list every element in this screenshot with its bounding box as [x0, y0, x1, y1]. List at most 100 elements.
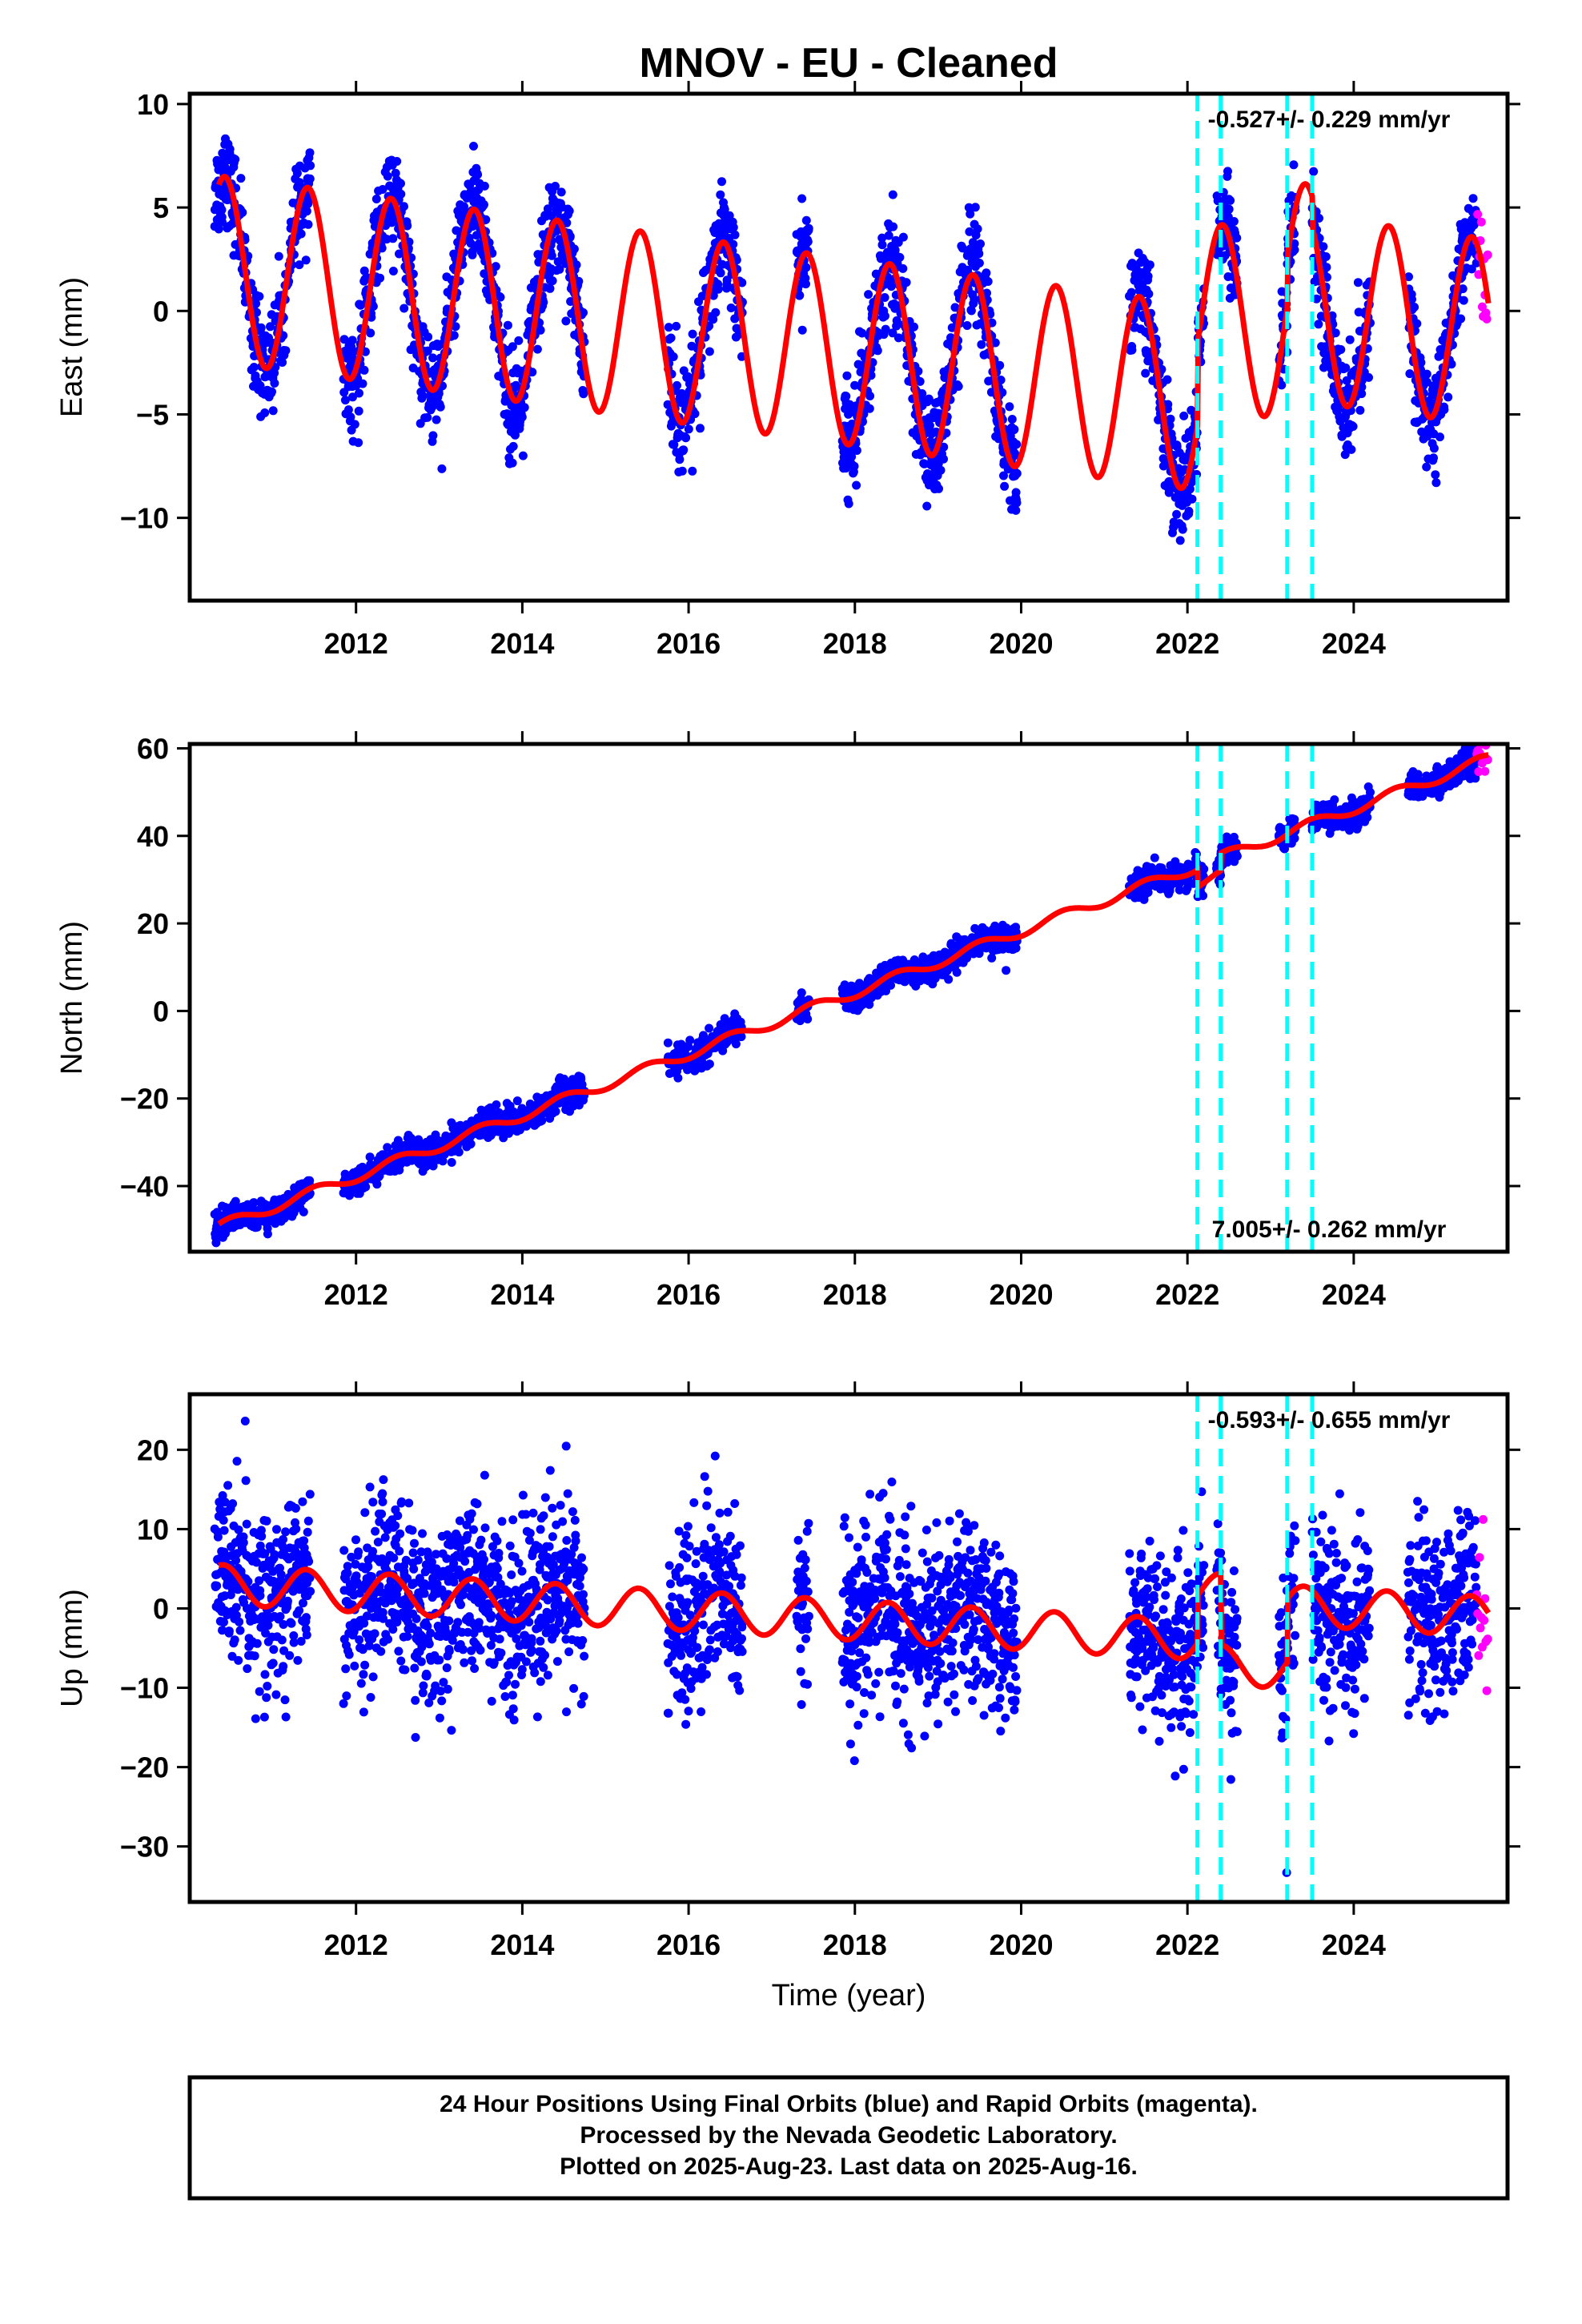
final-orbit-point — [705, 1059, 714, 1069]
final-orbit-point — [856, 368, 865, 376]
y-tick-label: 5 — [153, 191, 169, 224]
final-orbit-point — [716, 190, 725, 199]
final-orbit-point — [1319, 242, 1328, 251]
x-tick-label: 2012 — [324, 627, 388, 660]
final-orbit-point — [976, 239, 985, 248]
final-orbit-point — [917, 389, 927, 398]
final-orbit-point — [1162, 375, 1172, 384]
final-orbit-point — [909, 322, 918, 332]
final-orbit-point — [944, 975, 954, 984]
final-orbit-point — [547, 251, 556, 260]
rapid-orbit-point — [1473, 210, 1483, 219]
final-orbit-point — [400, 304, 409, 313]
final-orbit-point — [852, 446, 861, 455]
final-orbit-point — [1322, 272, 1331, 282]
final-orbit-point — [1321, 252, 1331, 261]
final-orbit-point — [252, 308, 261, 317]
final-orbit-point — [801, 215, 811, 225]
final-orbit-point — [260, 408, 270, 417]
final-orbit-point — [934, 484, 943, 493]
final-orbit-point — [1179, 411, 1189, 420]
final-orbit-point — [236, 174, 246, 183]
final-orbit-point — [366, 328, 375, 338]
final-orbit-point — [1459, 296, 1468, 305]
final-orbit-point — [447, 1158, 456, 1167]
final-orbit-point — [480, 200, 488, 209]
final-orbit-point — [847, 452, 857, 461]
final-orbit-point — [580, 387, 589, 396]
final-orbit-point — [428, 353, 438, 363]
final-orbit-point — [1469, 219, 1479, 229]
final-orbit-point — [518, 451, 528, 460]
final-orbit-point — [913, 367, 923, 376]
final-orbit-point — [1226, 195, 1235, 205]
final-orbit-point — [306, 161, 315, 171]
rapid-orbit-point — [1476, 217, 1486, 227]
x-tick-label: 2014 — [490, 627, 554, 660]
final-orbit-point — [1341, 363, 1351, 372]
final-orbit-point — [438, 1156, 448, 1166]
final-orbit-point — [256, 323, 266, 332]
final-orbit-point — [804, 223, 813, 233]
final-orbit-point — [343, 405, 353, 415]
final-orbit-point — [673, 1073, 683, 1083]
final-orbit-point — [1141, 368, 1150, 378]
plot-frame — [187, 91, 1510, 603]
final-orbit-point — [562, 218, 572, 227]
final-orbit-point — [857, 328, 867, 338]
final-orbit-point — [865, 392, 875, 400]
final-orbit-point — [1172, 509, 1182, 519]
final-orbit-point — [1404, 272, 1413, 282]
final-orbit-point — [672, 321, 681, 331]
final-orbit-point — [1224, 204, 1234, 214]
final-orbit-point — [1348, 422, 1358, 431]
final-orbit-point — [1187, 494, 1197, 504]
final-orbit-point — [737, 278, 747, 287]
final-orbit-point — [263, 1229, 272, 1239]
final-orbit-point — [1357, 382, 1367, 392]
final-orbit-point — [1435, 432, 1444, 442]
final-orbit-point — [388, 234, 398, 243]
final-orbit-point — [423, 412, 432, 422]
final-orbit-point — [555, 264, 564, 274]
y-tick-label: 0 — [153, 295, 169, 328]
final-orbit-point — [982, 288, 991, 298]
final-orbit-point — [396, 179, 405, 188]
final-orbit-point — [1289, 160, 1299, 170]
final-orbit-point — [358, 379, 367, 388]
x-tick-label: 2022 — [1155, 627, 1219, 660]
final-orbit-point — [548, 276, 557, 286]
final-orbit-point — [711, 308, 721, 317]
final-orbit-point — [803, 237, 813, 247]
final-orbit-point — [880, 293, 889, 302]
final-orbit-point — [877, 233, 887, 243]
final-orbit-point — [1336, 345, 1346, 354]
final-orbit-point — [669, 352, 678, 361]
final-orbit-point — [726, 304, 736, 312]
final-orbit-point — [1010, 424, 1019, 434]
final-orbit-point — [1005, 402, 1014, 412]
final-orbit-point — [466, 1139, 476, 1148]
final-orbit-point — [512, 1096, 522, 1106]
final-orbit-point — [690, 409, 700, 419]
final-orbit-point — [696, 424, 705, 433]
final-orbit-point — [427, 391, 436, 400]
final-orbit-point — [1166, 414, 1175, 424]
final-orbit-point — [876, 254, 885, 263]
final-orbit-point — [936, 465, 946, 475]
final-orbit-point — [730, 230, 740, 239]
rapid-orbit-point — [1483, 250, 1492, 259]
final-orbit-point — [305, 174, 315, 183]
final-orbit-point — [1309, 167, 1319, 176]
final-orbit-point — [511, 430, 520, 440]
final-orbit-point — [1458, 284, 1468, 294]
final-orbit-point — [1315, 214, 1323, 223]
final-orbit-point — [551, 182, 560, 191]
final-orbit-points — [210, 744, 1481, 1248]
final-orbit-point — [901, 278, 911, 287]
rapid-orbit-point — [1482, 314, 1492, 324]
final-orbit-point — [403, 221, 412, 231]
final-orbit-point — [569, 244, 579, 254]
final-orbit-point — [572, 260, 581, 270]
